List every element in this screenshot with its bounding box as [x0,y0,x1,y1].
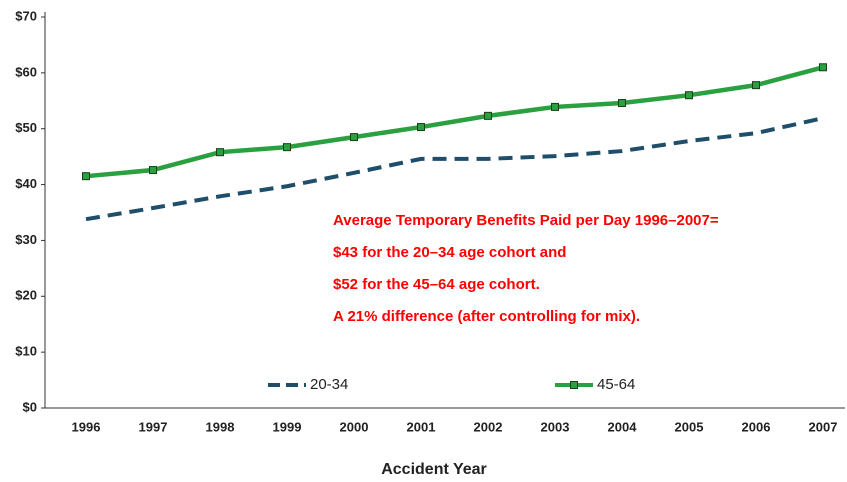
y-tick-label: $70 [15,8,37,23]
marker [216,148,224,157]
legend-label: 20-34 [310,376,348,393]
x-tick-label: 2003 [541,419,570,434]
marker [551,102,559,111]
annotation: $43 for the 20–34 age cohort and [333,244,566,261]
y-tick-label: $60 [15,64,37,79]
annotation: Average Temporary Benefits Paid per Day … [333,212,719,229]
legend-label: 45-64 [597,376,635,393]
x-tick-label: 2004 [608,419,638,434]
line [85,65,824,179]
y-tick-label: $20 [15,288,37,303]
marker [149,166,157,175]
x-tick-label: 1999 [273,419,302,434]
x-tick-label: 2000 [340,419,369,434]
x-tick-label: 2006 [742,419,771,434]
y-tick-label: $40 [15,176,37,191]
marker [618,99,626,108]
marker [283,143,291,152]
y-tick-label: $10 [15,344,37,359]
line [85,116,824,222]
marker [82,172,90,181]
marker [752,81,760,90]
marker [484,111,492,120]
x-tick-label: 1996 [72,419,101,434]
x-tick-label: 2005 [675,419,704,434]
y-tick-label: $0 [23,399,37,414]
x-tick-label: 1998 [206,419,235,434]
y-tick-label: $50 [15,120,37,135]
x-tick-label: 2001 [407,419,436,434]
x-axis-label: Accident Year [381,461,487,478]
x-tick-label: 1997 [139,419,168,434]
annotation: $52 for the 45–64 age cohort. [333,276,540,293]
marker [819,63,827,72]
marker [350,133,358,142]
marker [417,123,425,132]
annotation: A 21% difference (after controlling for … [333,308,640,325]
x-tick-label: 2002 [474,419,503,434]
y-tick-label: $30 [15,232,37,247]
marker [685,91,693,100]
x-tick-label: 2007 [809,419,838,434]
legend-marker [570,381,578,389]
